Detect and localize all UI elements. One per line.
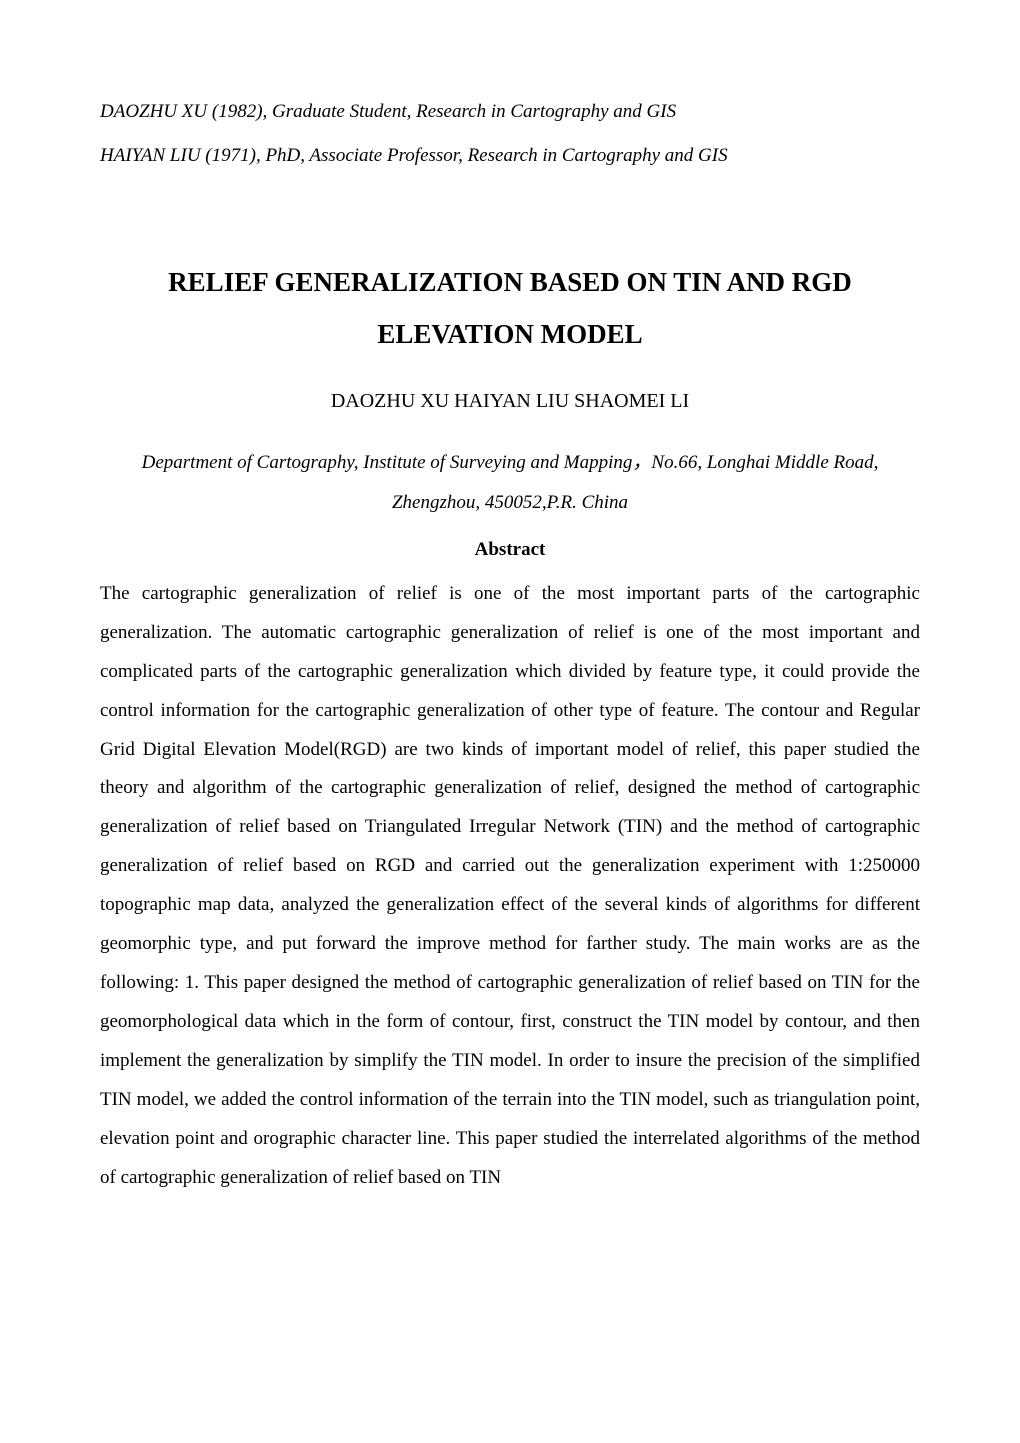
title-line-2: ELEVATION MODEL [100,309,920,360]
author-bio-section: DAOZHU XU (1982), Graduate Student, Rese… [100,90,920,177]
author-bio-line-1: DAOZHU XU (1982), Graduate Student, Rese… [100,90,920,134]
paper-title: RELIEF GENERALIZATION BASED ON TIN AND R… [100,257,920,360]
title-line-1: RELIEF GENERALIZATION BASED ON TIN AND R… [100,257,920,308]
affiliation-section: Department of Cartography, Institute of … [100,443,920,523]
affiliation-line-2: Zhengzhou, 450052,P.R. China [100,483,920,523]
abstract-body: The cartographic generalization of relie… [100,575,920,1198]
authors-list: DAOZHU XU HAIYAN LIU SHAOMEI LI [100,390,920,413]
affiliation-line-1: Department of Cartography, Institute of … [100,443,920,483]
author-bio-line-2: HAIYAN LIU (1971), PhD, Associate Profes… [100,134,920,178]
abstract-heading: Abstract [100,539,920,561]
